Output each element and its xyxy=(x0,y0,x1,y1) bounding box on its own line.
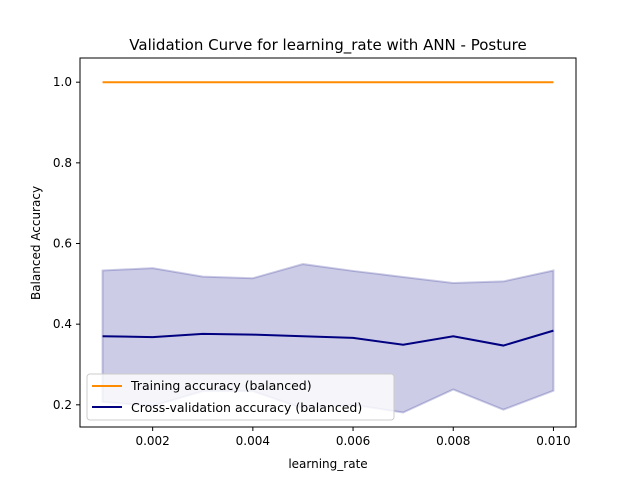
legend-box xyxy=(86,373,395,421)
legend: Training accuracy (balanced) Cross-valid… xyxy=(86,373,395,421)
x-axis-ticks: 0.002 0.004 0.006 0.008 0.010 xyxy=(135,427,571,448)
y-tick-label: 0.8 xyxy=(53,156,72,170)
x-tick-label: 0.008 xyxy=(436,434,470,448)
plot-frame xyxy=(79,57,577,428)
line-layer xyxy=(102,81,554,347)
x-tick-label: 0.002 xyxy=(135,434,169,448)
legend-label-training: Training accuracy (balanced) xyxy=(130,378,312,393)
y-tick-label: 0.2 xyxy=(53,398,72,412)
y-tick-label: 1.0 xyxy=(53,75,72,89)
y-axis-label: Balanced Accuracy xyxy=(29,186,43,300)
legend-label-cross-validation: Cross-validation accuracy (balanced) xyxy=(131,400,362,415)
cross-validation-accuracy-line xyxy=(102,329,554,347)
y-axis-ticks: 0.2 0.4 0.6 0.8 1.0 xyxy=(53,75,80,412)
y-tick-label: 0.4 xyxy=(53,317,72,331)
x-tick-label: 0.004 xyxy=(236,434,270,448)
x-tick-label: 0.006 xyxy=(336,434,370,448)
chart-title: Validation Curve for learning_rate with … xyxy=(129,36,526,55)
y-tick-label: 0.6 xyxy=(53,237,72,251)
x-tick-label: 0.010 xyxy=(536,434,570,448)
x-axis-label: learning_rate xyxy=(288,457,367,471)
